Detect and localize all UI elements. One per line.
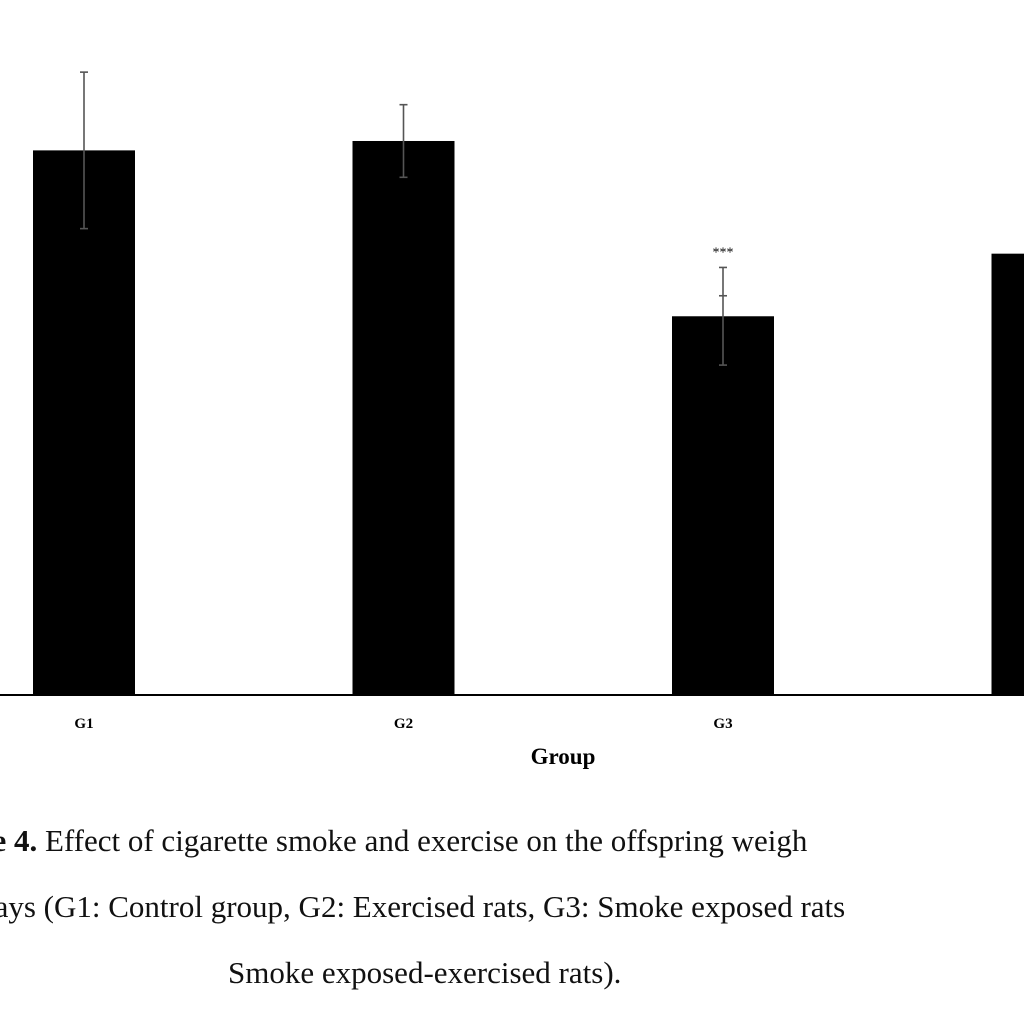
significance-group: ***: [713, 245, 734, 260]
figure-caption-line-1: ure 4. Effect of cigarette smoke and exe…: [0, 823, 807, 859]
error-bars-group: [80, 71, 727, 366]
significance-label-g3: ***: [713, 245, 734, 260]
x-tick-label-g2: G2: [394, 716, 413, 732]
bar-g4: [991, 253, 1024, 696]
bars-group: [33, 140, 1024, 696]
bar-g1: [33, 150, 135, 695]
x-tick-labels: G1G2G3G4: [74, 716, 732, 732]
bar-g2: [352, 140, 455, 696]
figure-caption-line-3: Smoke exposed-exercised rats).: [228, 955, 622, 990]
bar-chart: *** G1G2G3G4 Group: [0, 71, 1024, 769]
x-tick-label-g1: G1: [74, 716, 93, 732]
error-bar-g2: [399, 103, 408, 179]
figure-caption-line-2: lays (G1: Control group, G2: Exercised r…: [0, 889, 846, 924]
error-bar-g1: [80, 71, 88, 230]
figure-caption-text-1: Effect of cigarette smoke and exercise o…: [37, 823, 808, 858]
figure-caption-label: ure 4.: [0, 823, 38, 858]
x-tick-label-g3: G3: [713, 716, 732, 732]
x-axis-label: Group: [531, 744, 596, 769]
bar-g3: [672, 316, 774, 695]
error-bar-g3: [719, 266, 727, 366]
